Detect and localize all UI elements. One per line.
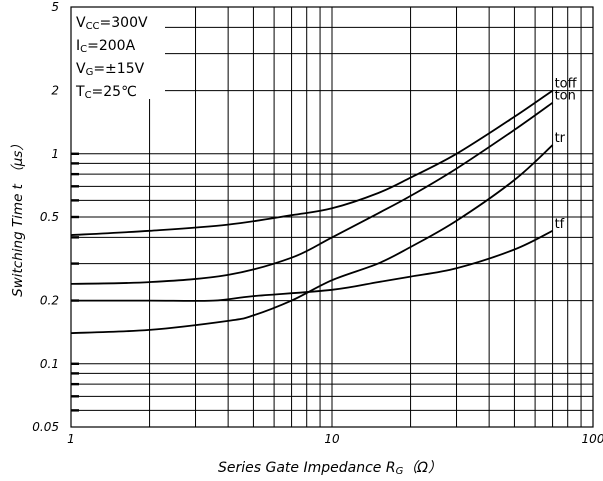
- x-tick-label: 100: [582, 432, 603, 446]
- series-line-ton: [71, 103, 553, 284]
- series-label-tr: tr: [555, 131, 566, 146]
- y-tick-label: 0.5: [40, 210, 59, 224]
- y-tick-label: 1: [51, 147, 59, 161]
- x-tick-label: 10: [324, 432, 340, 446]
- y-tick-label: 5: [51, 0, 59, 14]
- series-line-toff: [71, 91, 553, 236]
- x-axis-title: Series Gate Impedance RG（Ω）: [218, 460, 442, 477]
- series-label-tf: tf: [555, 217, 565, 232]
- y-axis-title: Switching Time t （μs）: [10, 137, 26, 297]
- series-line-tr: [71, 145, 553, 333]
- conditions-box: VCC=300V IC=200A VG=±15V TC=25℃: [71, 7, 165, 101]
- x-tick-label: 1: [67, 432, 75, 446]
- y-tick-label: 0.2: [40, 294, 59, 308]
- series-label-ton: ton: [555, 89, 576, 104]
- y-tick-label: 2: [51, 84, 59, 98]
- condition-tc: TC=25℃: [75, 84, 137, 101]
- y-tick-label: 0.1: [40, 357, 59, 371]
- y-tick-label: 0.05: [32, 420, 59, 434]
